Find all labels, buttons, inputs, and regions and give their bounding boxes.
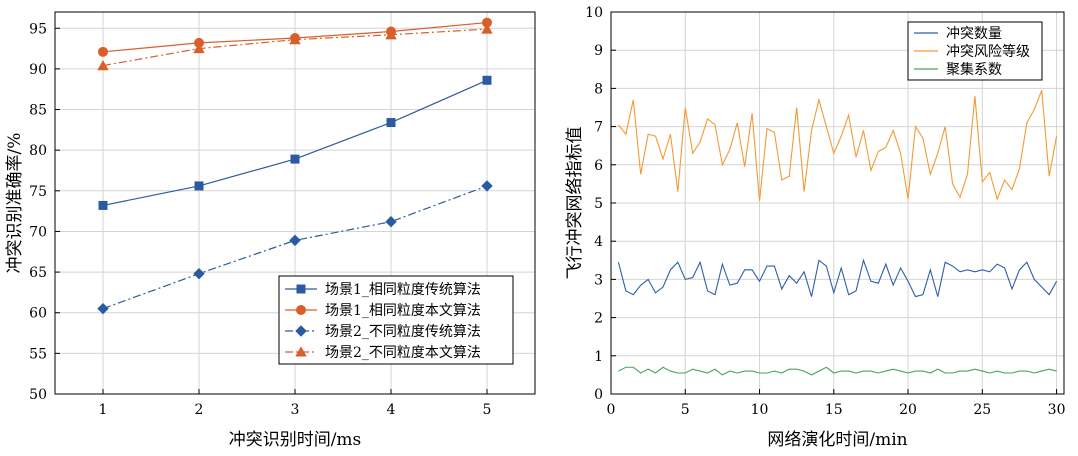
c1-legend-marker [295, 325, 307, 337]
c1-data-point [289, 234, 301, 247]
c1-legend-marker [295, 346, 307, 357]
c1-y-tick-label: 75 [29, 184, 47, 200]
c1-x-tick-label: 4 [387, 402, 396, 418]
c1-data-point [385, 29, 397, 40]
c1-legend-label: 场景1_相同粒度传统算法 [325, 282, 481, 298]
c2-y-axis-title: 飞行冲突网络指标值 [565, 127, 585, 280]
c2-y-tick-label: 1 [594, 349, 603, 365]
c2-y-tick-label: 10 [585, 5, 603, 21]
c2-x-tick-label: 10 [751, 402, 769, 418]
c2-series-line-1 [617, 258, 1058, 298]
c1-legend-label: 场景2_不同粒度传统算法 [325, 324, 481, 340]
c2-y-tick-label: 4 [594, 234, 603, 250]
c1-y-tick-label: 80 [29, 143, 47, 159]
c1-legend: 场景1_相同粒度传统算法场景1_相同粒度本文算法场景2_不同粒度传统算法场景2_… [278, 275, 514, 365]
c1-data-point [481, 180, 493, 192]
c1-legend-label: 场景1_相同粒度本文算法 [325, 303, 481, 319]
c1-data-point [193, 268, 205, 280]
c1-data-point [193, 42, 205, 54]
c1-legend-box [278, 275, 514, 365]
c1-legend-item: 场景1_相同粒度本文算法 [285, 303, 481, 319]
c1-data-point [481, 23, 493, 34]
c1-y-tick-label: 90 [29, 62, 47, 78]
c1-data-point [97, 302, 109, 315]
c1-data-point [289, 33, 301, 45]
c2-x-tick-label: 5 [681, 402, 690, 418]
c1-legend-label: 场景2_不同粒度本文算法 [325, 345, 481, 361]
c2-y-tick-label: 8 [594, 81, 603, 97]
c2-series-line-2 [617, 90, 1058, 202]
c2-legend-label: 聚集系数 [946, 61, 1002, 78]
c1-data-point [290, 154, 300, 164]
c2-y-tick-label: 3 [594, 272, 603, 288]
c2-y-tick-label: 6 [594, 158, 603, 174]
c1-legend-marker [296, 284, 306, 294]
c1-data-point [194, 181, 204, 191]
c2-y-tick-label: 2 [594, 311, 603, 327]
c2-legend-item: 冲突风险等级 [914, 43, 1030, 60]
c1-legend-marker [296, 305, 306, 315]
c2-y-tick-label: 7 [594, 120, 603, 136]
c1-y-tick-label: 50 [29, 387, 47, 403]
c1-data-point [97, 59, 109, 71]
c2-x-tick-label: 30 [1048, 402, 1066, 418]
c2-y-tick-label: 0 [594, 387, 603, 403]
c1-y-tick-label: 95 [29, 21, 47, 37]
c1-data-point [385, 215, 397, 228]
c2-y-tick-label: 5 [594, 196, 603, 212]
c1-x-tick-label: 3 [291, 402, 300, 418]
c1-data-point [482, 75, 492, 85]
c1-data-point [482, 17, 492, 28]
c1-x-tick-label: 5 [483, 402, 492, 418]
c1-x-tick-label: 2 [195, 402, 204, 418]
c2-x-tick-label: 15 [825, 402, 843, 418]
accuracy-chart: 1 2 3 4 550556065707580859095冲突识别时间/ms冲突识别准确… [5, 11, 536, 450]
c1-x-tick-label: 1 [99, 402, 108, 418]
c2-x-tick-label: 20 [899, 402, 917, 418]
c2-x-axis-title: 网络演化时间/min [767, 430, 907, 450]
network-metrics-chart: 0 5 10 15 20 25 30 0 1 2 3 4 5 6 7 8 9 10 网络演化时间/min 飞行冲突网络… [565, 5, 1066, 450]
c1-x-axis-title: 冲突识别时间/ms [229, 430, 362, 450]
c1-data-point [98, 46, 108, 57]
c1-y-tick-label: 60 [29, 306, 47, 322]
c1-y-tick-label: 85 [29, 103, 47, 119]
c2-legend-item: 聚集系数 [914, 61, 1002, 78]
c1-legend-item: 场景1_相同粒度传统算法 [285, 282, 481, 298]
c2-legend-label: 冲突风险等级 [946, 43, 1030, 60]
c2-y-tick-label: 9 [594, 43, 603, 59]
c1-legend-item: 场景2_不同粒度传统算法 [285, 324, 481, 340]
c1-y-tick-label: 55 [29, 346, 47, 362]
c1-y-tick-label: 70 [29, 224, 47, 240]
c2-x-tick-label: 25 [973, 402, 991, 418]
c1-y-axis-title: 冲突识别准确率/% [5, 133, 25, 274]
c2-legend-label: 冲突数量 [946, 26, 1002, 42]
c1-data-point [98, 200, 108, 210]
c2-legend-item: 冲突数量 [914, 26, 1002, 42]
c1-y-tick-label: 65 [29, 265, 47, 281]
c2-series-line-3 [618, 366, 1057, 376]
c2-x-tick-label: 0 [607, 402, 616, 418]
c1-data-point [386, 118, 396, 128]
c1-legend-item: 场景2_不同粒度本文算法 [285, 345, 481, 361]
